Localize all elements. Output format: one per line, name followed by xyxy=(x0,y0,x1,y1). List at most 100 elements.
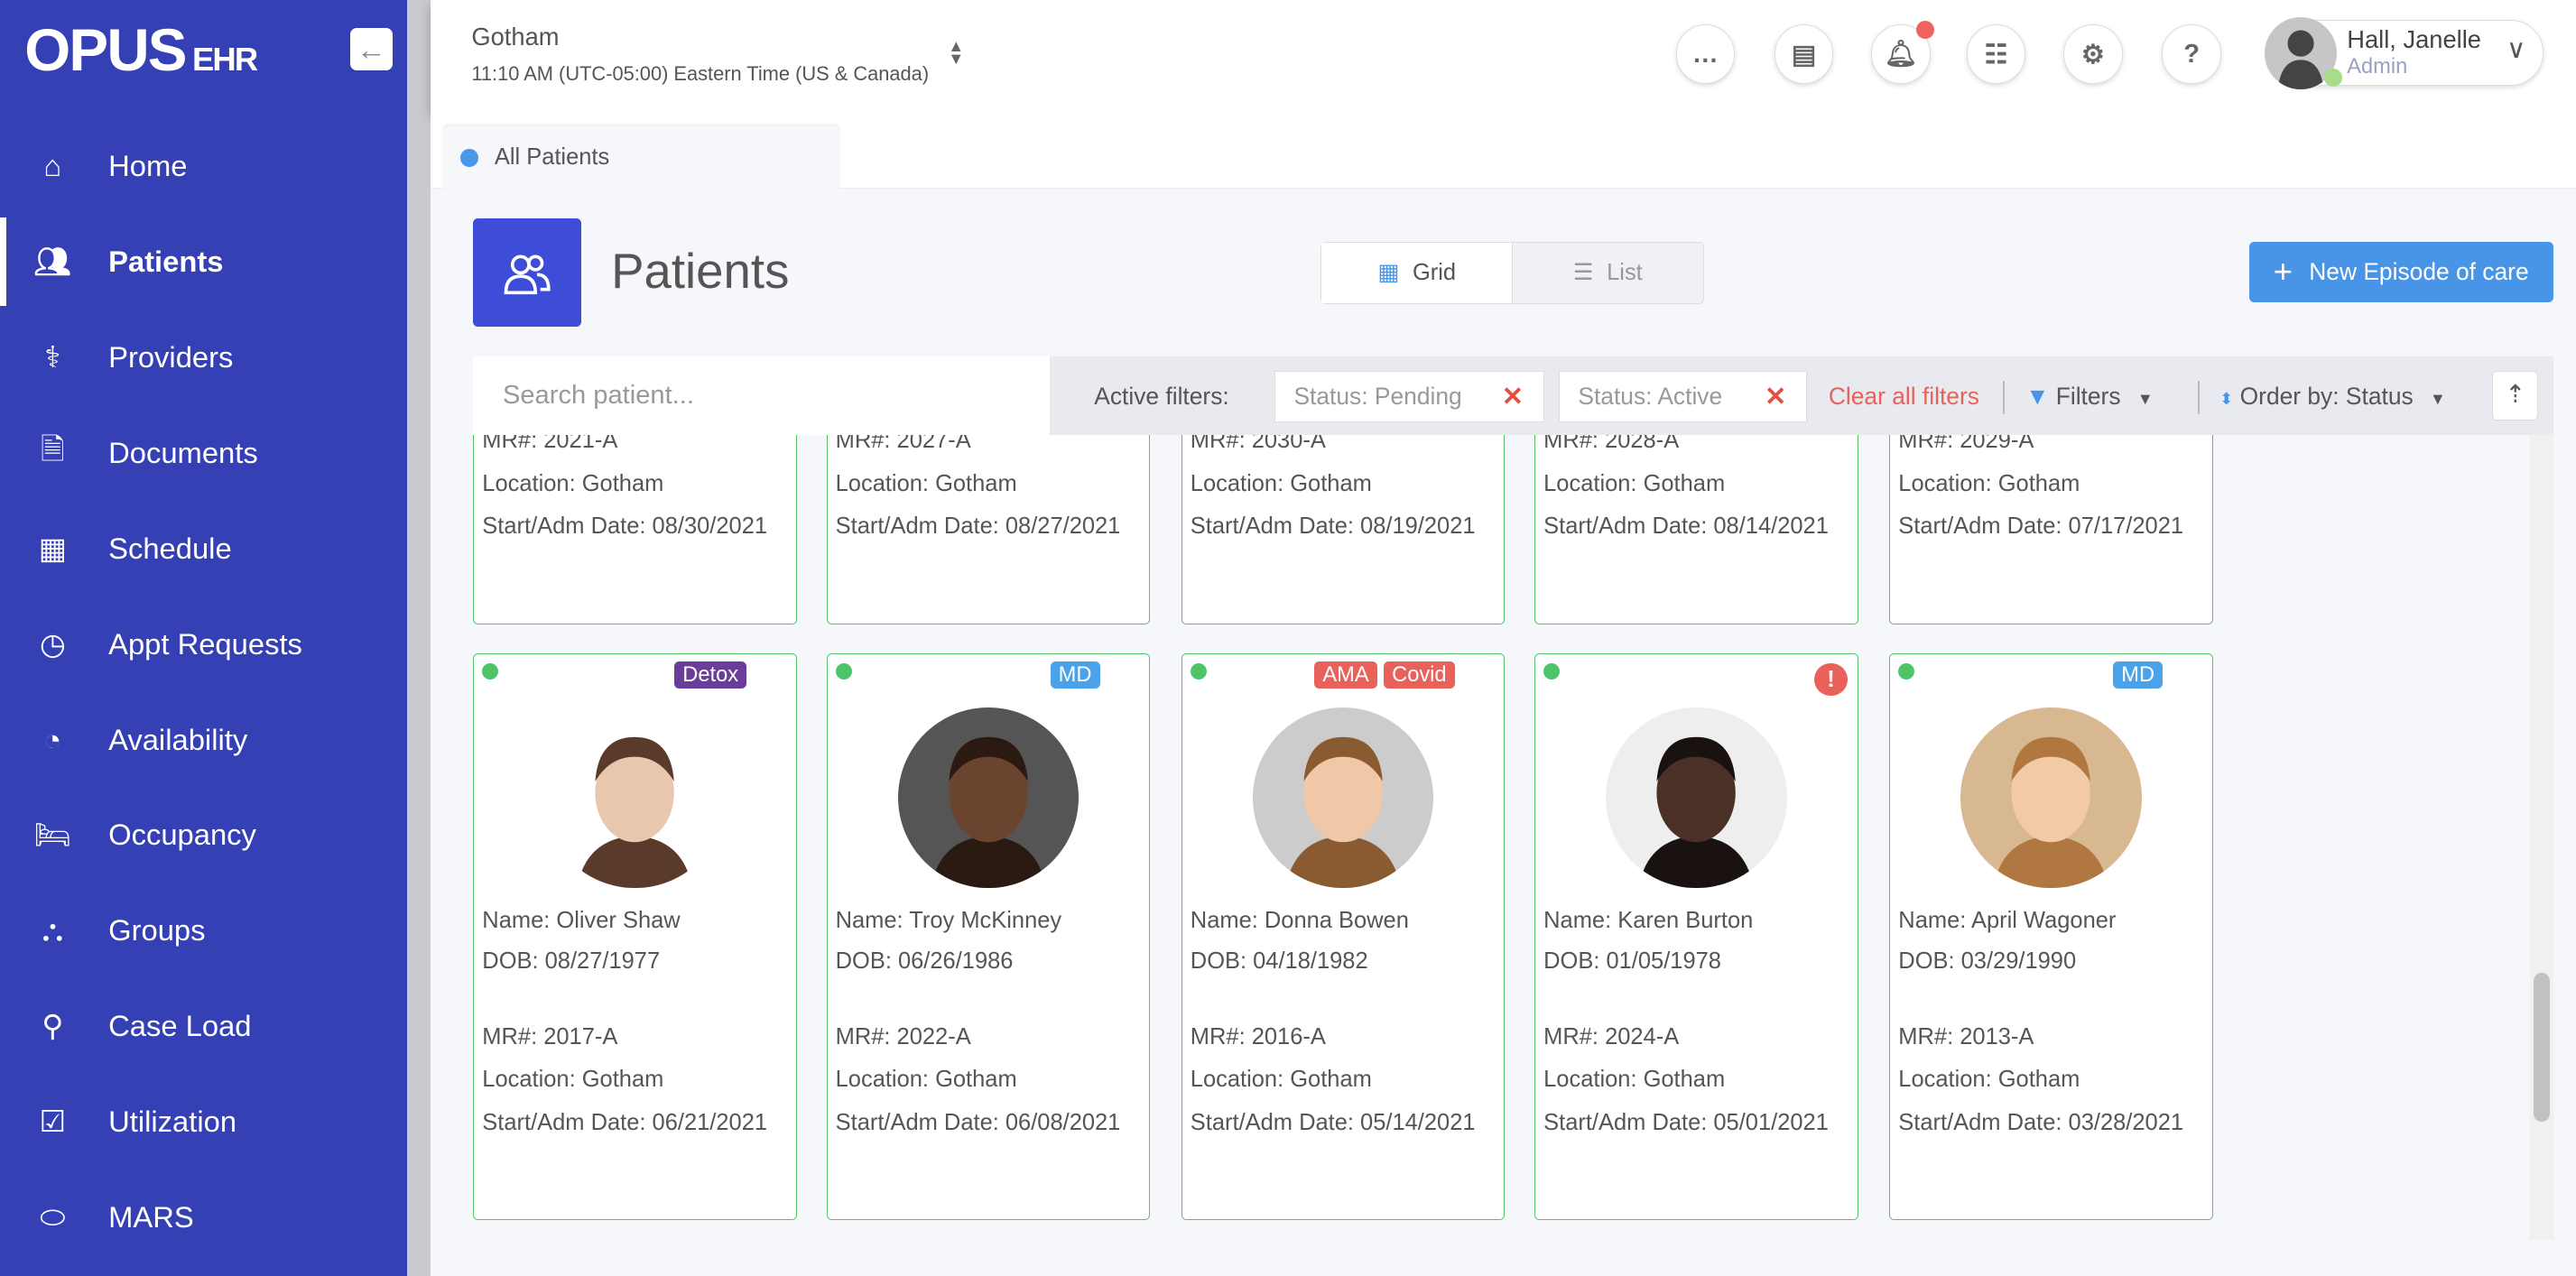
sidebar-item-providers[interactable]: ⚕ Providers xyxy=(0,310,407,405)
tab-all-patients[interactable]: All Patients xyxy=(443,126,840,190)
mr-number: MR#: 2030-A xyxy=(1190,435,1326,454)
tags: Detox xyxy=(674,661,747,689)
start-date: Start/Adm Date: 06/08/2021 xyxy=(835,1109,1121,1135)
funnel-icon: ▼ xyxy=(2025,383,2050,411)
sidebar-item-documents[interactable]: 🗎 Documents xyxy=(0,405,407,501)
sidebar-item-label: Occupancy xyxy=(108,818,256,852)
active-filters-label: Active filters: xyxy=(1094,383,1229,411)
sidebar-item-label: Providers xyxy=(108,339,234,374)
mr-number: MR#: 2027-A xyxy=(835,435,971,454)
patient-name: Name: Karen Burton xyxy=(1543,907,1754,933)
mr-number: MR#: 2016-A xyxy=(1190,1023,1326,1049)
start-date: Start/Adm Date: 08/27/2021 xyxy=(835,513,1121,539)
patient-grid: MR#: 2021-A Location: Gotham Start/Adm D… xyxy=(473,435,2526,1276)
start-date: Start/Adm Date: 03/28/2021 xyxy=(1898,1109,2184,1135)
clipboard-icon[interactable]: ☷ xyxy=(1966,24,2026,84)
status-dot-icon xyxy=(1543,662,1561,680)
sidebar-item-label: Patients xyxy=(108,244,224,278)
sidebar-item-label: Home xyxy=(108,149,188,182)
sidebar-item-occupancy[interactable]: 🛏︎ Occupancy xyxy=(0,788,407,883)
grid-view-button[interactable]: ▦ Grid xyxy=(1321,242,1513,303)
patient-name: Name: Troy McKinney xyxy=(835,907,1062,933)
patient-card[interactable]: MR#: 2029-A Location: Gotham Start/Adm D… xyxy=(1889,435,2213,624)
sort-direction-button[interactable]: ⇡ xyxy=(2492,371,2539,421)
caret-down-icon: ▼ xyxy=(2136,390,2154,409)
tag-badge: AMA xyxy=(1314,661,1377,689)
caseload-icon: ⚲ xyxy=(42,1009,64,1043)
sidebar-item-label: Appt Requests xyxy=(108,626,302,661)
location: Location: Gotham xyxy=(482,470,664,496)
sidebar-nav: ⌂ Home 👥︎ Patients ⚕ Providers 🗎 Documents ▦ Sche… xyxy=(0,118,407,1265)
help-icon[interactable]: ? xyxy=(2162,24,2221,84)
calendar-icon: ▦ xyxy=(38,531,67,565)
sidebar-item-home[interactable]: ⌂ Home xyxy=(0,118,407,214)
user-avatar xyxy=(2265,17,2338,90)
patient-dob: DOB: 06/26/1986 xyxy=(835,948,1014,975)
mr-number: MR#: 2028-A xyxy=(1543,435,1680,454)
tab-bar: All Patients xyxy=(430,111,2576,190)
bell-icon[interactable]: 🔔︎ xyxy=(1871,20,1935,84)
location-switch-icon[interactable]: ▲ ▼ xyxy=(948,36,965,69)
order-by-dropdown[interactable]: ⬍ Order by: Status ▼ xyxy=(2219,383,2446,411)
chat-icon[interactable]: … xyxy=(1675,24,1736,84)
sidebar-item-patients[interactable]: 👥︎ Patients xyxy=(0,214,407,310)
sort-icon: ⬍ xyxy=(2219,390,2234,409)
filters-dropdown[interactable]: ▼ Filters ▼ xyxy=(2025,383,2154,411)
list-label: List xyxy=(1607,259,1643,285)
sidebar-item-case-load[interactable]: ⚲ Case Load xyxy=(0,978,407,1074)
patient-card[interactable]: MR#: 2021-A Location: Gotham Start/Adm D… xyxy=(473,435,797,624)
clear-filters-link[interactable]: Clear all filters xyxy=(1828,383,1979,411)
caret-down-icon: ▼ xyxy=(2429,390,2446,409)
patient-card[interactable]: ! Name: Karen Burton DOB: 01/05/1978 MR#… xyxy=(1534,653,1858,1221)
location: Location: Gotham xyxy=(835,1067,1017,1093)
sidebar-item-appt-requests[interactable]: ◷ Appt Requests xyxy=(0,596,407,692)
patient-card[interactable]: MR#: 2030-A Location: Gotham Start/Adm D… xyxy=(1181,435,1506,624)
filter-chip-active: Status: Active ✕ xyxy=(1559,371,1808,422)
sidebar-item-groups[interactable]: ⛬ Groups xyxy=(0,883,407,978)
sidebar-divider xyxy=(407,0,431,1276)
logo-text: OPUS xyxy=(24,17,187,84)
status-dot-icon xyxy=(1190,662,1207,680)
status-dot-icon xyxy=(835,662,852,680)
tab-label: All Patients xyxy=(494,144,610,171)
sidebar-item-utilization[interactable]: ☑ Utilization xyxy=(0,1074,407,1170)
user-name: Hall, Janelle xyxy=(2347,25,2481,54)
patient-card[interactable]: Detox Name: Oliver Shaw DOB: 08/27/1977 … xyxy=(473,653,797,1221)
sidebar-item-availability[interactable]: ◔ Availability xyxy=(0,692,407,788)
remove-filter-icon[interactable]: ✕ xyxy=(1764,383,1787,412)
list-view-button[interactable]: ☰ List xyxy=(1513,243,1703,303)
provider-icon: ⚕ xyxy=(44,339,61,374)
home-icon: ⌂ xyxy=(43,149,62,182)
patient-name: Name: April Wagoner xyxy=(1898,907,2117,933)
scrollbar-thumb[interactable] xyxy=(2533,972,2550,1123)
remove-filter-icon[interactable]: ✕ xyxy=(1501,383,1524,412)
location: Location: Gotham xyxy=(482,1067,664,1093)
patient-card[interactable]: MD Name: Troy McKinney DOB: 06/26/1986 M… xyxy=(826,653,1151,1221)
book-icon[interactable]: ▤ xyxy=(1774,24,1834,84)
filter-chip-pending: Status: Pending ✕ xyxy=(1274,371,1544,422)
user-menu[interactable]: Hall, Janelle Admin ∨ xyxy=(2265,17,2544,90)
chevron-down-icon: ∨ xyxy=(2507,35,2526,65)
patient-name: Name: Oliver Shaw xyxy=(482,907,681,933)
patient-card[interactable]: MR#: 2027-A Location: Gotham Start/Adm D… xyxy=(826,435,1151,624)
chip-label: Status: Pending xyxy=(1293,383,1462,411)
location-name[interactable]: Gotham xyxy=(471,23,560,51)
collapse-sidebar-button[interactable]: ← xyxy=(349,27,393,71)
sidebar-item-mars[interactable]: ⬭ MARS xyxy=(0,1170,407,1265)
location: Location: Gotham xyxy=(835,470,1017,496)
patient-card[interactable]: MD Name: April Wagoner DOB: 03/29/1990 M… xyxy=(1889,653,2213,1221)
mr-number: MR#: 2029-A xyxy=(1898,435,2034,454)
sidebar-item-schedule[interactable]: ▦ Schedule xyxy=(0,501,407,596)
new-episode-button[interactable]: + New Episode of care xyxy=(2248,241,2553,302)
patient-card[interactable]: MR#: 2028-A Location: Gotham Start/Adm D… xyxy=(1534,435,1858,624)
tags: AMA Covid xyxy=(1314,661,1455,689)
pills-icon: ⬭ xyxy=(40,1199,66,1234)
search-input[interactable] xyxy=(473,356,1051,436)
scrollbar[interactable] xyxy=(2530,435,2553,1241)
patient-card[interactable]: AMA Covid Name: Donna Bowen DOB: 04/18/19… xyxy=(1181,653,1506,1221)
order-label: Order by: Status xyxy=(2239,383,2414,411)
notification-badge xyxy=(1916,20,1935,39)
gear-icon[interactable]: ⚙ xyxy=(2063,24,2123,84)
top-header: Gotham 11:10 AM (UTC-05:00) Eastern Time… xyxy=(430,0,2576,112)
new-episode-label: New Episode of care xyxy=(2309,257,2529,285)
